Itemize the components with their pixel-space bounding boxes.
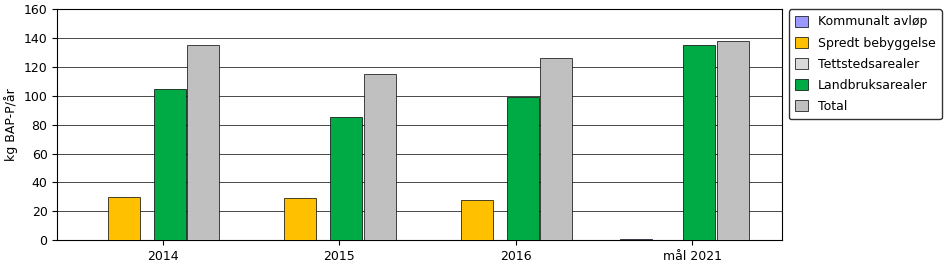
Bar — [620, 239, 652, 240]
Bar — [187, 45, 219, 240]
Bar — [364, 74, 395, 240]
Bar — [540, 58, 572, 240]
Bar — [108, 197, 140, 240]
Legend: Kommunalt avløp, Spredt bebyggelse, Tettstedsarealer, Landbruksarealer, Total: Kommunalt avløp, Spredt bebyggelse, Tett… — [789, 9, 942, 119]
Bar — [684, 45, 715, 240]
Bar — [285, 198, 316, 240]
Bar — [717, 41, 749, 240]
Bar — [330, 117, 362, 240]
Bar — [154, 89, 185, 240]
Bar — [461, 200, 493, 240]
Y-axis label: kg BAP-P/år: kg BAP-P/år — [4, 88, 18, 161]
Bar — [507, 97, 538, 240]
